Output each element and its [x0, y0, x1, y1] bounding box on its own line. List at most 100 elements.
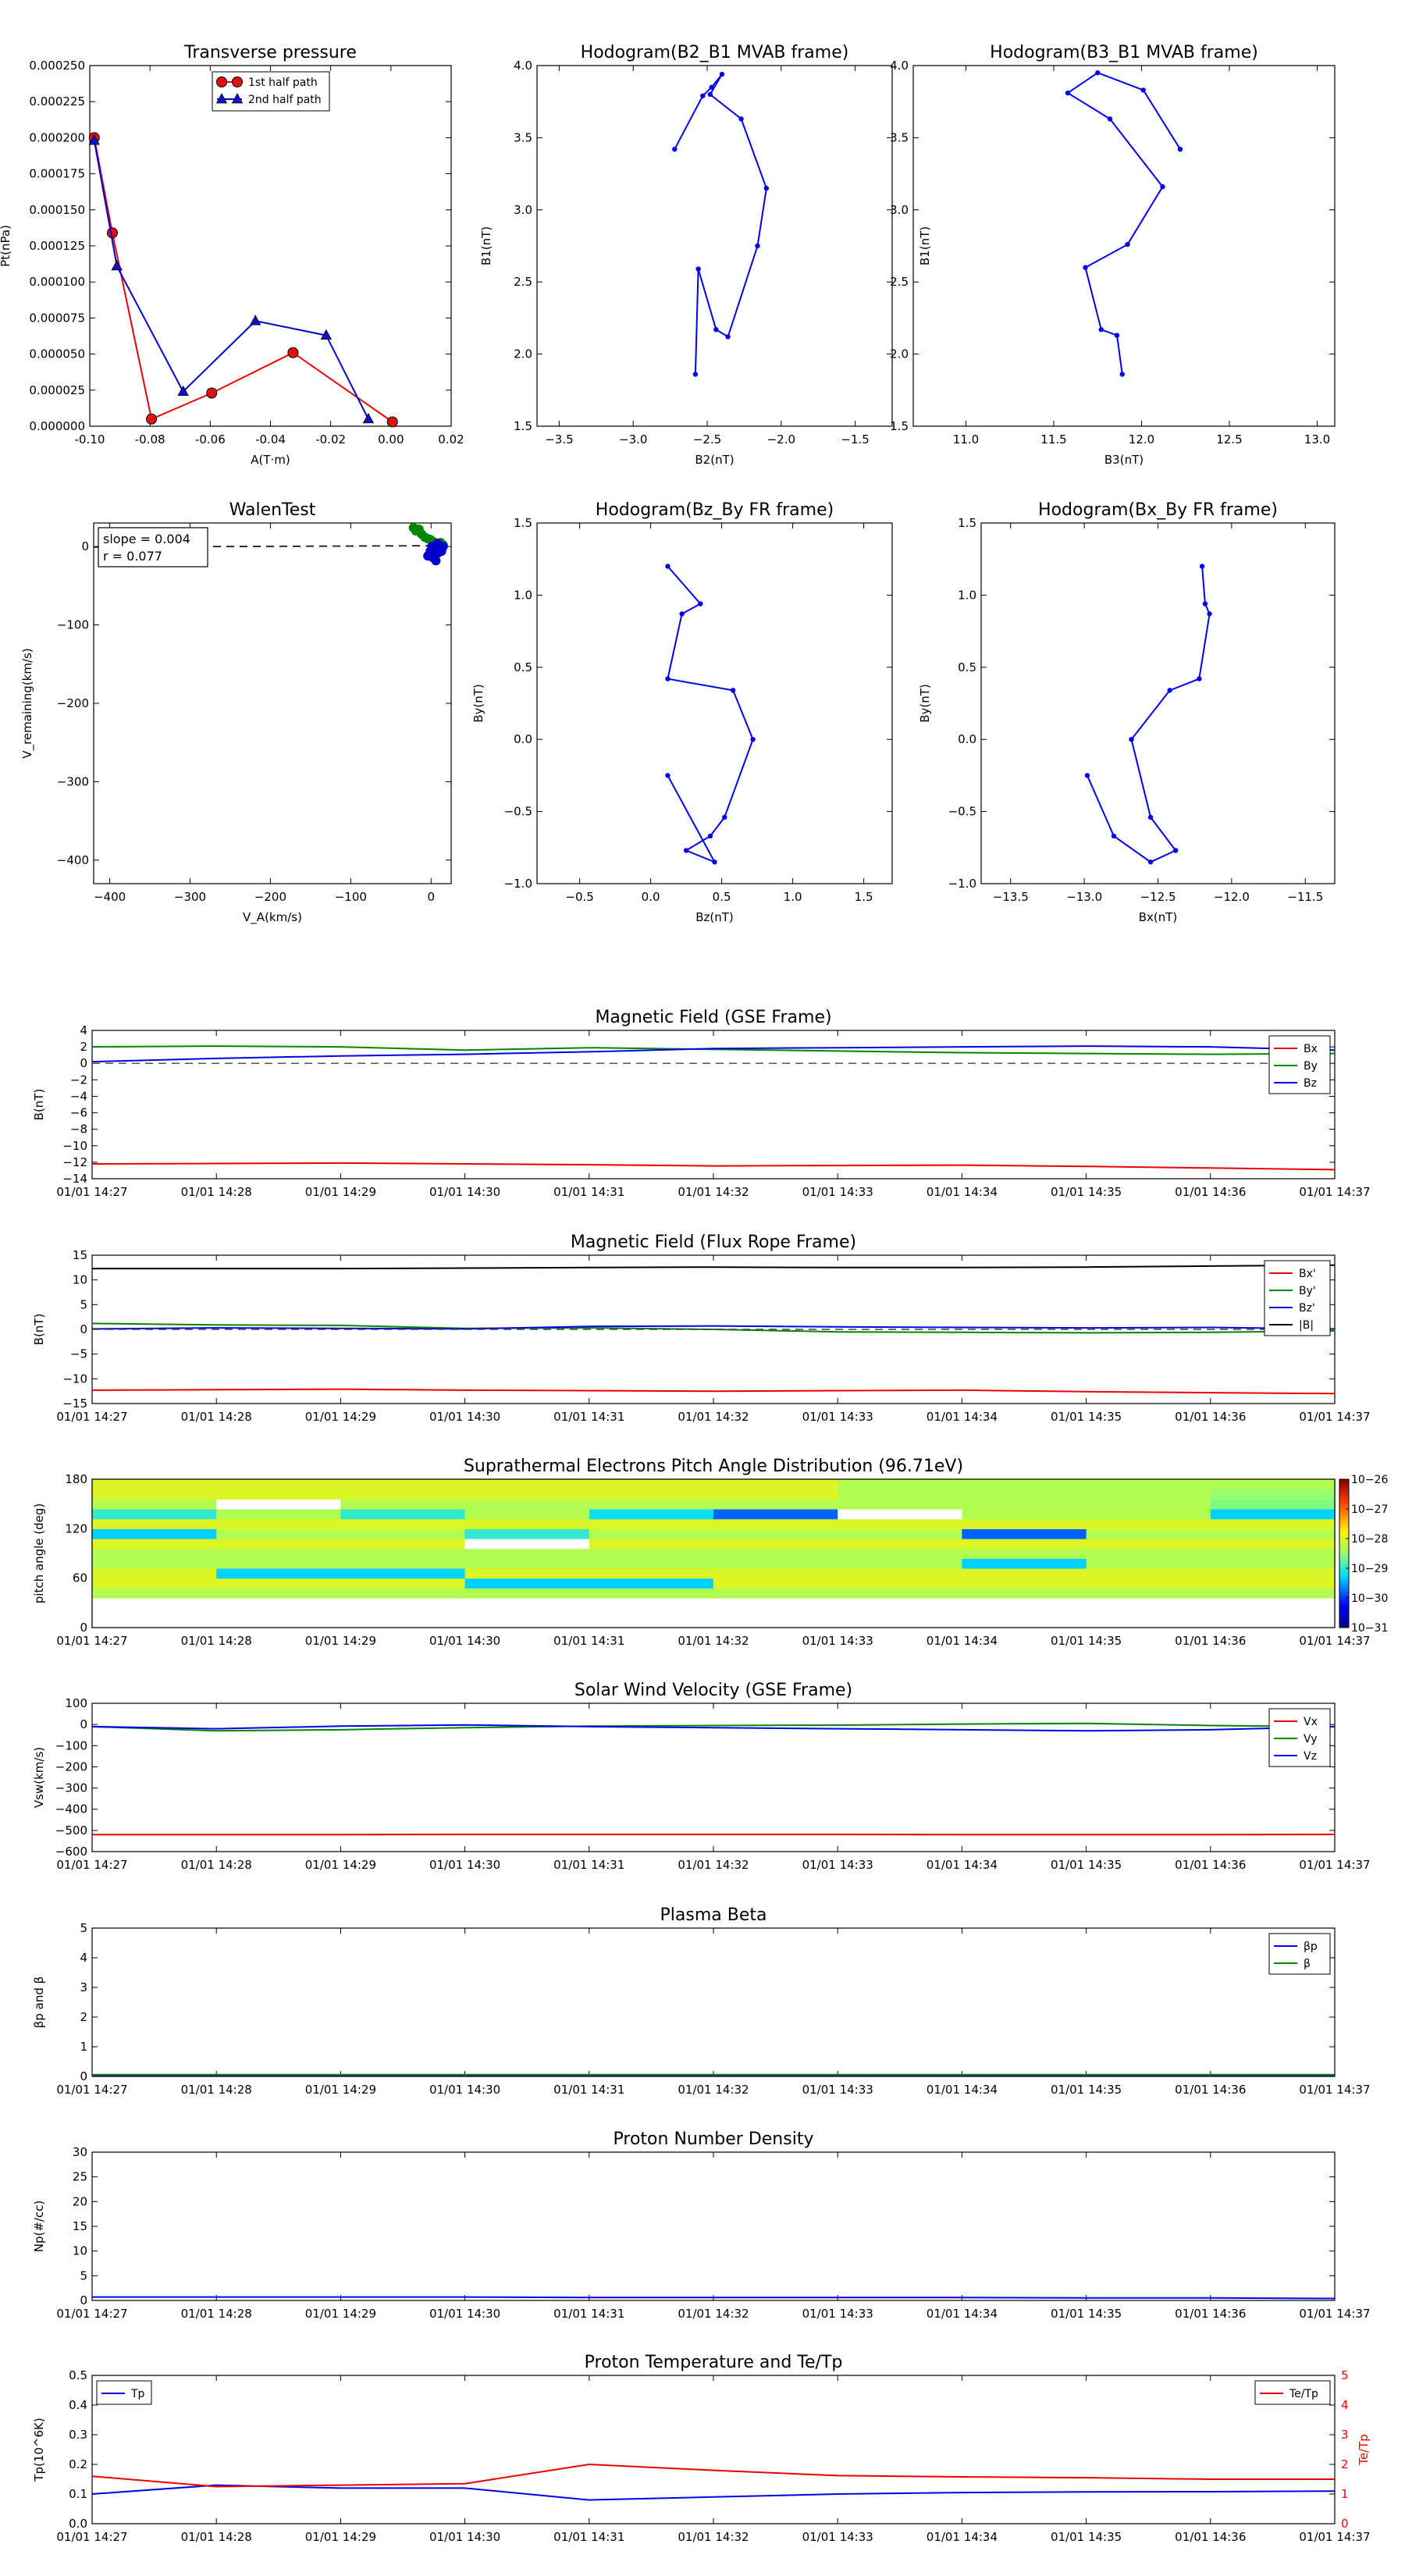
heatmap-cell: [464, 1558, 590, 1569]
heatmap-cell: [464, 1539, 590, 1550]
heatmap-cell: [589, 1509, 714, 1520]
y-tick-label: 2.0: [890, 347, 909, 361]
plot-frame: [536, 522, 893, 884]
heatmap-cell: [713, 1539, 838, 1550]
y-tick-label: 0.000025: [29, 383, 85, 397]
y-tick-label: −600: [55, 1845, 87, 1859]
heatmap-cell: [962, 1518, 1087, 1529]
heatmap-cell: [92, 1558, 217, 1569]
y-tick-label: 5: [80, 1297, 87, 1311]
x-tick-label: 01/01 14:28: [181, 2083, 252, 2097]
y-tick-label: 1.0: [514, 588, 532, 602]
y-tick-label: 0.5: [958, 660, 976, 674]
hodogram-point: [698, 601, 703, 607]
heatmap-cell: [92, 1518, 217, 1529]
x-tick-label: 01/01 14:34: [927, 2307, 998, 2321]
y-tick-label: 0: [80, 1056, 87, 1070]
x-tick-label: −3.0: [619, 432, 647, 447]
heatmap-cell: [1210, 1509, 1336, 1520]
x-axis-label: B2(nT): [695, 453, 734, 467]
heatmap-cell: [1086, 1588, 1211, 1599]
y-tick-label: 0.5: [514, 660, 532, 674]
y-axis-label: Np(#/cc): [32, 2201, 46, 2253]
heatmap-cell: [92, 1568, 217, 1579]
x-tick-label: 01/01 14:35: [1051, 2307, 1122, 2321]
x-tick-label: 01/01 14:31: [553, 2530, 624, 2544]
hodogram-point: [1095, 70, 1101, 76]
heatmap-cell: [464, 1489, 590, 1500]
heatmap-cell: [589, 1528, 714, 1539]
x-tick-label: 01/01 14:35: [1051, 1634, 1122, 1648]
y-tick-label: −15: [62, 1397, 87, 1411]
hodogram-point: [755, 243, 760, 249]
legend-label: 2nd half path: [248, 94, 322, 106]
chart-vsw: 01/01 14:27 01/01 14:28 01/01 14:29 01/01 1…: [32, 1681, 1371, 1872]
x-tick-label: −0.5: [565, 890, 593, 904]
y-axis-label: V_remaining(km/s): [20, 648, 35, 758]
heatmap-cell: [92, 1588, 217, 1599]
x-tick-label: 01/01 14:32: [678, 1858, 749, 1872]
y-tick-label: 20: [73, 2194, 87, 2208]
heatmap-cell: [340, 1548, 466, 1559]
x-tick-label: 01/01 14:28: [181, 2530, 252, 2544]
heatmap-cell: [92, 1598, 217, 1628]
hodogram-point: [1084, 773, 1090, 778]
x-tick-label: 01/01 14:28: [181, 1858, 252, 1872]
x-axis-label: Bz(nT): [695, 910, 734, 924]
plot-frame: [980, 522, 1336, 884]
chart-title: Proton Temperature and Te/Tp: [585, 2353, 843, 2372]
legend-label: Vy: [1304, 1733, 1318, 1745]
chart-title: Plasma Beta: [660, 1905, 767, 1925]
x-tick-label: 01/01 14:35: [1051, 2083, 1122, 2097]
x-tick-label: 01/01 14:32: [678, 2530, 749, 2544]
x-tick-label: 01/01 14:33: [802, 1185, 873, 1199]
x-tick-label: 0.5: [713, 890, 731, 904]
right-axis-label: Te/Tp: [1357, 2434, 1371, 2466]
hodogram-point: [707, 91, 713, 98]
x-tick-label: 01/01 14:37: [1299, 2307, 1370, 2321]
legend-label: |B|: [1299, 1319, 1314, 1332]
x-tick-label: −2.0: [767, 432, 795, 447]
plot-frame: [536, 65, 893, 427]
y-tick-label: −1.0: [948, 877, 976, 891]
heatmap-cell: [340, 1518, 466, 1529]
y-tick-label: 60: [73, 1571, 87, 1585]
heatmap-cell: [1086, 1518, 1211, 1529]
chart-beta: 01/01 14:27 01/01 14:28 01/01 14:29 01/01 1…: [32, 1905, 1371, 2097]
heatmap-cell: [216, 1479, 341, 1490]
hodogram-point: [750, 737, 756, 742]
legend-marker: [232, 76, 243, 87]
heatmap-cell: [1210, 1588, 1336, 1599]
x-tick-label: 01/01 14:31: [553, 1410, 624, 1424]
y-tick-label: 180: [65, 1472, 87, 1486]
y-tick-label: −0.5: [504, 805, 532, 819]
heatmap-cell: [1086, 1548, 1211, 1559]
second-half-point: [320, 329, 333, 340]
hodogram-point: [1147, 859, 1154, 865]
x-tick-label: 01/01 14:27: [56, 1634, 127, 1648]
y-axis-label: Vsw(km/s): [32, 1747, 46, 1808]
heatmap-cell: [838, 1509, 962, 1520]
legend-label: By: [1304, 1060, 1318, 1073]
x-tick-label: 01/01 14:34: [927, 1858, 998, 1872]
heatmap-cell: [589, 1598, 714, 1628]
y-tick-label: 3: [80, 1980, 87, 1994]
x-tick-label: 01/01 14:27: [56, 1410, 127, 1424]
x-tick-label: −12.5: [1140, 890, 1176, 904]
chart-pad: 01/01 14:27 01/01 14:28 01/01 14:29 01/01 1…: [32, 1457, 1388, 1648]
y-axis-label: B1(nT): [918, 226, 932, 265]
y-tick-label: 0.0: [514, 732, 532, 746]
heatmap-cell: [838, 1598, 962, 1628]
x-tick-label: 1.0: [784, 890, 802, 904]
hodogram-point: [713, 326, 719, 333]
legend-marker: [216, 76, 227, 87]
x-tick-label: 01/01 14:27: [56, 2530, 127, 2544]
x-tick-label: 01/01 14:28: [181, 1185, 252, 1199]
hodogram-point: [1207, 611, 1212, 617]
legend-label: By': [1299, 1285, 1316, 1297]
y-tick-label: 0.1: [69, 2487, 87, 2501]
legend-label: βp: [1304, 1941, 1318, 1953]
y-tick-label: 5: [80, 1921, 87, 1935]
colorbar-label: 10−27: [1351, 1503, 1388, 1516]
